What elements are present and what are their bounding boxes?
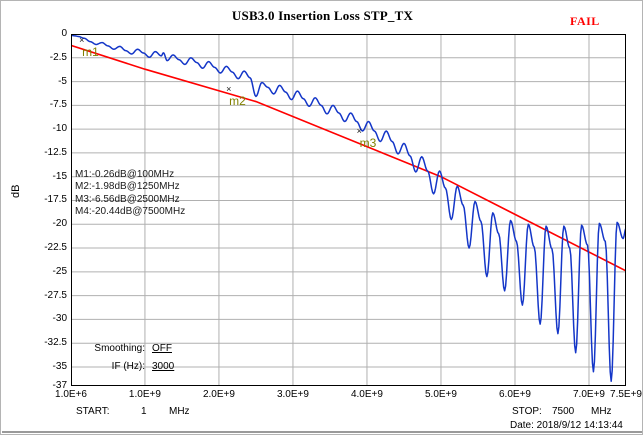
setting-row: Smoothing: OFF [73,343,218,361]
bottom-divider [2,431,642,433]
x-axis-ticks: 1.0E+6 1.0E+9 2.0E+9 3.0E+9 4.0E+9 5.0E+9 6.0E… [1,389,642,403]
y-tick-label: -17.5 [44,194,67,206]
settings-box: Smoothing: OFF IF (Hz): 3000 [73,343,218,379]
x-tick-label: 3.0E+9 [276,389,309,400]
setting-value[interactable]: 3000 [152,361,175,372]
marker-readout-line: M1:-0.26dB@100MHz [75,169,175,180]
date-stamp: Date: 2018/9/12 14:13:44 [510,420,623,431]
y-tick-label: -27.5 [44,289,67,301]
x-tick-label: 5.0E+9 [424,389,457,400]
x-tick-label: 1.0E+9 [128,389,161,400]
x-tick-label: 7.5E+9 [610,389,642,400]
y-tick-label: -7.5 [49,99,67,111]
y-tick-label: -32.5 [44,337,67,349]
x-tick-label: 2.0E+9 [202,389,235,400]
x-tick-label: 7.0E+9 [572,389,605,400]
y-tick-label: -2.5 [49,51,67,63]
curve-marker-label[interactable]: m2 [229,93,246,108]
start-unit: MHz [169,406,190,417]
footer-bar: START: 1 MHz STOP: 7500 MHz Date: 2018/9… [1,403,642,434]
status-badge: FAIL [570,14,600,28]
x-tick-label: 4.0E+9 [350,389,383,400]
stop-value[interactable]: 7500 [552,406,575,417]
plot-frame [71,34,626,386]
limit-line-trace [71,44,626,272]
marker-readout-line: M3:-6.56dB@2500MHz [75,193,180,205]
setting-label: Smoothing: [94,343,145,354]
setting-row: IF (Hz): 3000 [73,361,218,379]
marker-cross-icon: × [79,34,85,45]
y-tick-label: -10 [52,123,67,135]
y-tick-label: -12.5 [44,146,67,158]
y-axis-label: dB [10,184,22,198]
marker-cross-icon: × [226,83,232,94]
y-tick-label: -30 [52,313,67,325]
x-tick-label: 1.0E+6 [55,389,87,400]
setting-label: IF (Hz): [111,361,145,372]
marker-readout-line: M4:-20.44dB@7500MHz [75,206,186,218]
y-tick-label: 0 [61,28,67,39]
start-value[interactable]: 1 [141,406,147,417]
marker-readout-line: M2:-1.98dB@1250MHz [75,181,180,193]
x-tick-label: 6.0E+9 [498,389,531,400]
stop-label: STOP: [512,406,542,417]
page-title: USB3.0 Insertion Loss STP_TX [231,8,414,23]
y-tick-label: -15 [52,170,67,182]
plot-area: × m1 × m2 × m3 [71,34,626,386]
y-axis-ticks: 0 -2.5 -5 -7.5 -10 -12.5 -15 -17.5 -20 -22.5 -25 -2… [21,1,67,434]
marker-cross-icon: × [356,126,362,137]
y-tick-label: -5 [58,75,67,87]
y-tick-label: -20 [52,218,67,230]
curve-marker-label[interactable]: m3 [359,136,377,151]
plot-background [71,34,626,386]
curve-marker-label[interactable]: m1 [82,44,99,59]
start-label: START: [76,406,110,417]
stop-unit: MHz [591,406,612,417]
y-tick-label: -25 [52,265,67,277]
setting-value[interactable]: OFF [152,343,172,354]
y-tick-label: -22.5 [44,242,67,254]
y-tick-label: -35 [52,360,67,372]
marker-readout-box: M1:-0.26dB@100MHz M2:-1.98dB@1250MHz M3:-6… [75,169,185,219]
measured-trace [71,34,626,382]
y-tick-label: -37 [52,380,67,391]
plot-svg [71,34,626,386]
